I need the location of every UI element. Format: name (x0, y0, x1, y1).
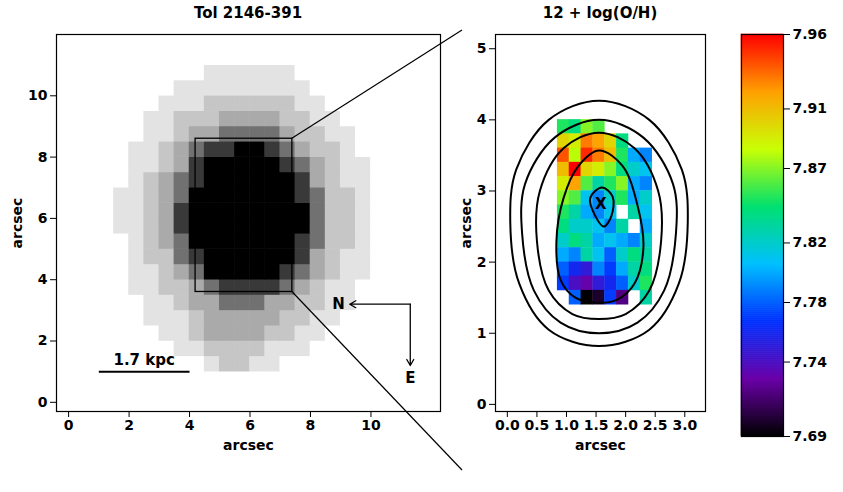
svg-text:2: 2 (477, 254, 487, 270)
svg-text:5: 5 (477, 40, 487, 56)
svg-text:1.7 kpc: 1.7 kpc (113, 351, 174, 369)
svg-text:6: 6 (245, 417, 255, 433)
html-text:12 + log(O/H): 12 + log(O/H) (542, 4, 658, 22)
svg-text:E: E (405, 369, 415, 387)
svg-text:0.0: 0.0 (495, 417, 520, 433)
svg-text:3: 3 (477, 182, 487, 198)
html-text:Tol 2146-391: Tol 2146-391 (193, 4, 303, 22)
svg-text:8: 8 (306, 417, 316, 433)
svg-text:3.0: 3.0 (672, 417, 697, 433)
svg-text:arcsec: arcsec (575, 437, 626, 453)
svg-text:2.0: 2.0 (613, 417, 638, 433)
svg-text:7.91: 7.91 (793, 100, 828, 116)
svg-text:4: 4 (38, 271, 48, 287)
svg-text:4: 4 (185, 417, 195, 433)
svg-text:10: 10 (361, 417, 381, 433)
svg-text:arcsec: arcsec (458, 198, 474, 249)
svg-text:4: 4 (477, 111, 487, 127)
svg-text:arcsec: arcsec (223, 437, 274, 453)
svg-text:7.96: 7.96 (793, 26, 828, 42)
svg-text:0.5: 0.5 (525, 417, 550, 433)
svg-text:7.69: 7.69 (793, 428, 828, 444)
svg-text:7.82: 7.82 (793, 234, 828, 250)
svg-text:0: 0 (64, 417, 74, 433)
svg-text:arcsec: arcsec (9, 198, 25, 249)
svg-text:7.87: 7.87 (793, 160, 828, 176)
svg-text:8: 8 (38, 149, 48, 165)
svg-text:1.0: 1.0 (554, 417, 579, 433)
svg-text:1.5: 1.5 (584, 417, 609, 433)
svg-text:2: 2 (38, 332, 48, 348)
svg-text:0: 0 (477, 396, 487, 412)
svg-text:1: 1 (477, 325, 487, 341)
svg-text:10: 10 (28, 87, 48, 103)
svg-text:2.5: 2.5 (643, 417, 668, 433)
svg-text:7.78: 7.78 (793, 294, 828, 310)
svg-text:6: 6 (38, 210, 48, 226)
svg-text:N: N (332, 295, 345, 313)
svg-text:2: 2 (124, 417, 134, 433)
svg-text:X: X (595, 195, 607, 213)
svg-text:0: 0 (38, 394, 48, 410)
svg-text:7.74: 7.74 (793, 354, 828, 370)
